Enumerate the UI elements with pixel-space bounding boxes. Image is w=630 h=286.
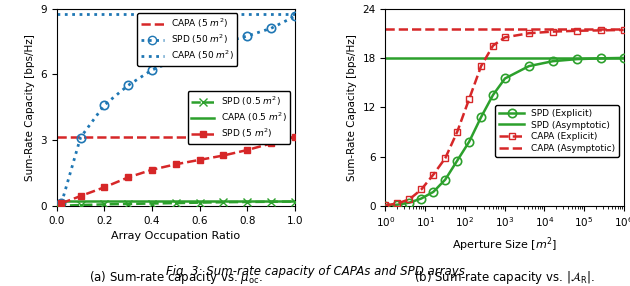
SPD (5 $m^2$) (267, 142, 275, 145)
SPD (Explicit) (394, 203, 401, 206)
Legend: SPD (0.5 $m^2$), CAPA (0.5 $m^2$), SPD (5 $m^2$): SPD (0.5 $m^2$), CAPA (0.5 $m^2$), SPD (… (188, 91, 290, 144)
SPD (0.5 $m^2$) (148, 202, 156, 205)
CAPA (Explicit) (597, 29, 604, 32)
SPD (50 $m^2$) (148, 68, 156, 72)
SPD (Explicit) (620, 56, 627, 60)
SPD (50 $m^2$) (58, 202, 66, 205)
CAPA (Explicit) (478, 64, 485, 68)
CAPA (Explicit) (442, 156, 449, 160)
CAPA (Explicit) (406, 198, 413, 201)
Line: CAPA (Explicit): CAPA (Explicit) (382, 27, 627, 209)
SPD (50 $m^2$) (267, 27, 275, 30)
Y-axis label: Sum-Rate Capacity [bps/Hz]: Sum-Rate Capacity [bps/Hz] (347, 34, 357, 181)
SPD (5 $m^2$) (244, 148, 251, 152)
SPD (Explicit) (418, 197, 425, 200)
SPD (50 $m^2$) (220, 41, 227, 44)
SPD (50 $m^2$) (172, 58, 180, 62)
SPD (0.5 $m^2$) (101, 203, 108, 206)
SPD (Explicit) (490, 93, 497, 97)
SPD (0.5 $m^2$) (172, 201, 180, 205)
CAPA (Explicit) (549, 30, 556, 33)
CAPA (Explicit) (418, 188, 425, 191)
CAPA (Explicit) (466, 97, 473, 101)
CAPA (Explicit) (525, 31, 533, 35)
SPD (0.5 $m^2$) (124, 202, 132, 206)
CAPA (Explicit) (382, 204, 389, 207)
SPD (50 $m^2$) (291, 15, 299, 18)
SPD (Explicit) (442, 178, 449, 181)
SPD (Explicit) (501, 77, 509, 80)
CAPA (Explicit) (454, 130, 461, 134)
CAPA (Explicit) (430, 173, 437, 176)
SPD (0.5 $m^2$) (267, 200, 275, 203)
SPD (Explicit) (466, 140, 473, 144)
CAPA (Explicit) (501, 36, 509, 39)
SPD (Explicit) (549, 59, 556, 63)
SPD (0.5 $m^2$) (220, 200, 227, 204)
CAPA (Explicit) (573, 29, 580, 33)
X-axis label: Array Occupation Ratio: Array Occupation Ratio (112, 231, 241, 241)
CAPA (Explicit) (490, 44, 497, 47)
SPD (50 $m^2$) (244, 34, 251, 38)
SPD (5 $m^2$) (220, 154, 227, 157)
Line: SPD (5 $m^2$): SPD (5 $m^2$) (58, 134, 299, 207)
Title: (a) Sum-rate capacity vs. $\mu_{\mathrm{oc}}$.: (a) Sum-rate capacity vs. $\mu_{\mathrm{… (89, 269, 263, 286)
SPD (Explicit) (430, 190, 437, 194)
SPD (5 $m^2$) (77, 194, 84, 198)
SPD (Explicit) (406, 201, 413, 204)
SPD (0.5 $m^2$) (244, 200, 251, 204)
SPD (5 $m^2$) (196, 158, 203, 162)
SPD (5 $m^2$) (101, 186, 108, 189)
SPD (Explicit) (454, 159, 461, 162)
SPD (5 $m^2$) (291, 135, 299, 139)
SPD (50 $m^2$) (196, 49, 203, 52)
SPD (5 $m^2$) (58, 202, 66, 205)
SPD (50 $m^2$) (124, 84, 132, 87)
Line: SPD (0.5 $m^2$): SPD (0.5 $m^2$) (52, 197, 299, 210)
CAPA (Explicit) (620, 28, 627, 32)
CAPA (Explicit) (394, 202, 401, 205)
Legend: SPD (Explicit), SPD (Asymptotic), CAPA (Explicit), CAPA (Asymptotic): SPD (Explicit), SPD (Asymptotic), CAPA (… (495, 105, 619, 157)
SPD (5 $m^2$) (148, 168, 156, 171)
Title: (b) Sum-rate capacity vs. $|\mathcal{A}_{\mathrm{R}}|$.: (b) Sum-rate capacity vs. $|\mathcal{A}_… (414, 269, 595, 286)
SPD (5 $m^2$) (124, 176, 132, 179)
SPD (Explicit) (597, 57, 604, 60)
SPD (0.5 $m^2$) (53, 204, 60, 208)
SPD (50 $m^2$) (101, 103, 108, 107)
SPD (0.5 $m^2$) (291, 200, 299, 203)
SPD (Explicit) (525, 64, 533, 68)
SPD (0.5 $m^2$) (196, 201, 203, 204)
SPD (0.5 $m^2$) (77, 203, 84, 207)
SPD (Explicit) (382, 204, 389, 207)
X-axis label: Aperture Size [$m^2$]: Aperture Size [$m^2$] (452, 235, 557, 254)
Y-axis label: Sum-Rate Capacity [bps/Hz]: Sum-Rate Capacity [bps/Hz] (25, 34, 35, 181)
Line: SPD (Explicit): SPD (Explicit) (381, 54, 628, 210)
SPD (50 $m^2$) (77, 136, 84, 139)
SPD (Explicit) (573, 57, 580, 61)
SPD (5 $m^2$) (172, 162, 180, 166)
Text: Fig. 3: Sum-rate capacity of CAPAs and SPD arrays: Fig. 3: Sum-rate capacity of CAPAs and S… (166, 265, 464, 277)
SPD (Explicit) (478, 115, 485, 119)
Line: SPD (50 $m^2$): SPD (50 $m^2$) (57, 12, 299, 207)
